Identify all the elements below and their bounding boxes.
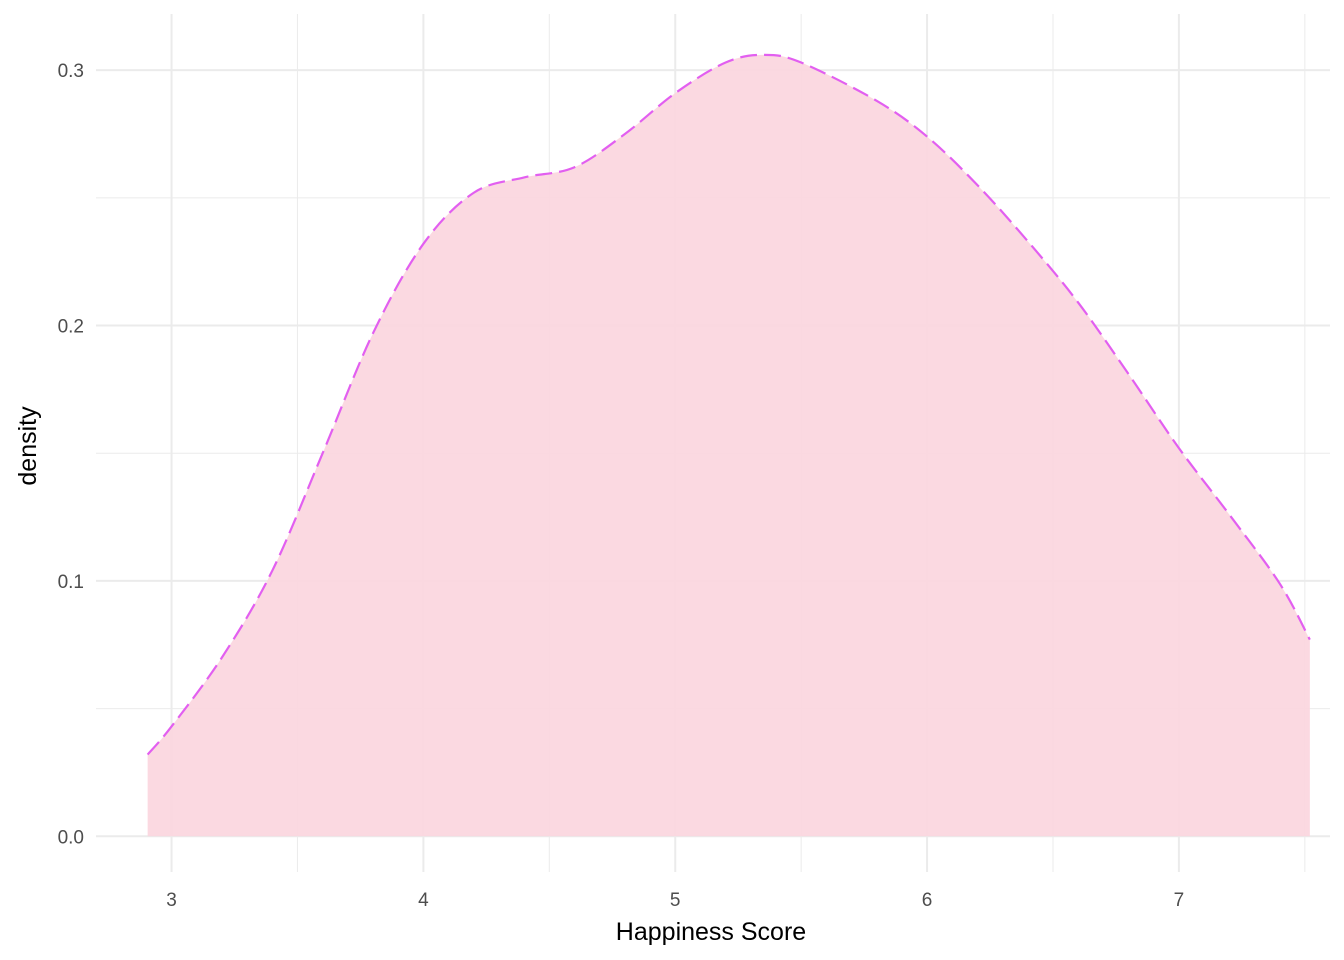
y-axis-title: density [14, 406, 42, 486]
density-area-fill [147, 54, 1310, 837]
y-tick-label: 0.3 [58, 61, 84, 82]
x-tick-label: 6 [922, 890, 933, 911]
x-tick-label: 4 [418, 890, 429, 911]
density-curve-line [146, 53, 1311, 756]
y-tick-label: 0.0 [58, 827, 84, 848]
x-axis-title: Happiness Score [616, 918, 806, 946]
x-tick-label: 5 [670, 890, 681, 911]
x-tick-label: 7 [1174, 890, 1185, 911]
x-tick-label: 3 [166, 890, 177, 911]
area-layer [146, 53, 1311, 837]
y-tick-label: 0.2 [58, 317, 84, 338]
tick-layer: 3 4 5 6 7 0.0 0.1 0.2 0.3 [58, 61, 1185, 911]
y-tick-label: 0.1 [58, 572, 84, 593]
